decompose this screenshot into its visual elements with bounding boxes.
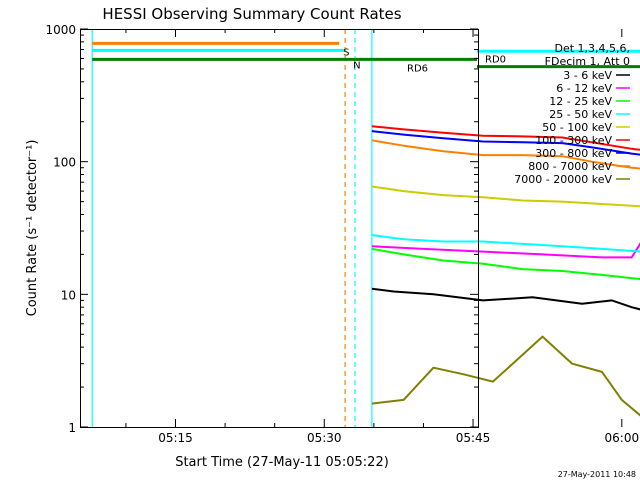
series-line [371,234,640,253]
series-line [371,125,640,151]
legend-header: FDecim 1, Att 0 [545,55,630,68]
legend-label: 100 - 300 keV [535,134,612,147]
legend-label: 300 - 800 keV [535,147,612,160]
footer-date: 27-May-2011 10:48 [558,470,636,479]
legend-label: 7000 - 20000 keV [514,173,612,186]
legend-header: Det 1,3,4,5,6, [554,42,630,55]
legend-label: 3 - 6 keV [563,69,612,82]
x-tick-label: 05:15 [158,431,193,445]
y-axis-label: Count Rate (s⁻¹ detector⁻¹) [25,140,40,317]
plot-frame [80,29,479,428]
series-line [371,130,640,156]
series-line [371,287,640,311]
series-line [371,242,640,259]
legend-label: 25 - 50 keV [549,108,612,121]
legend-label: 12 - 25 keV [549,95,612,108]
legend: Det 1,3,4,5,6,FDecim 1, Att 03 - 6 keV6 … [514,42,630,186]
x-tick-label: 06:00 [605,431,640,445]
chart-title: HESSI Observing Summary Count Rates [102,5,401,23]
x-tick-label: 05:30 [307,431,342,445]
plot-area: SN RD6 RD0 [91,29,640,427]
y-tick-label: 10 [61,288,76,302]
series-line [371,185,640,208]
legend-label: 6 - 12 keV [556,82,612,95]
flag-label: RD0 [485,55,506,66]
axes: 05:1505:3005:4506:0006:1506:3006:4511010… [45,23,640,445]
x-axis-label: Start Time (27-May-11 05:05:22) [175,455,389,470]
x-tick-label: 05:45 [456,431,491,445]
series-line [371,247,640,281]
legend-label: 50 - 100 keV [542,121,612,134]
y-tick-label: 1 [68,421,76,435]
series-line [371,335,640,417]
flag-label: N [353,60,360,71]
legend-label: 800 - 7000 keV [528,160,612,173]
series-line [371,139,640,170]
y-tick-label: 100 [53,156,76,170]
flag-label: RD6 [407,63,428,74]
y-tick-label: 1000 [45,23,76,37]
flag-label: S [343,47,349,58]
